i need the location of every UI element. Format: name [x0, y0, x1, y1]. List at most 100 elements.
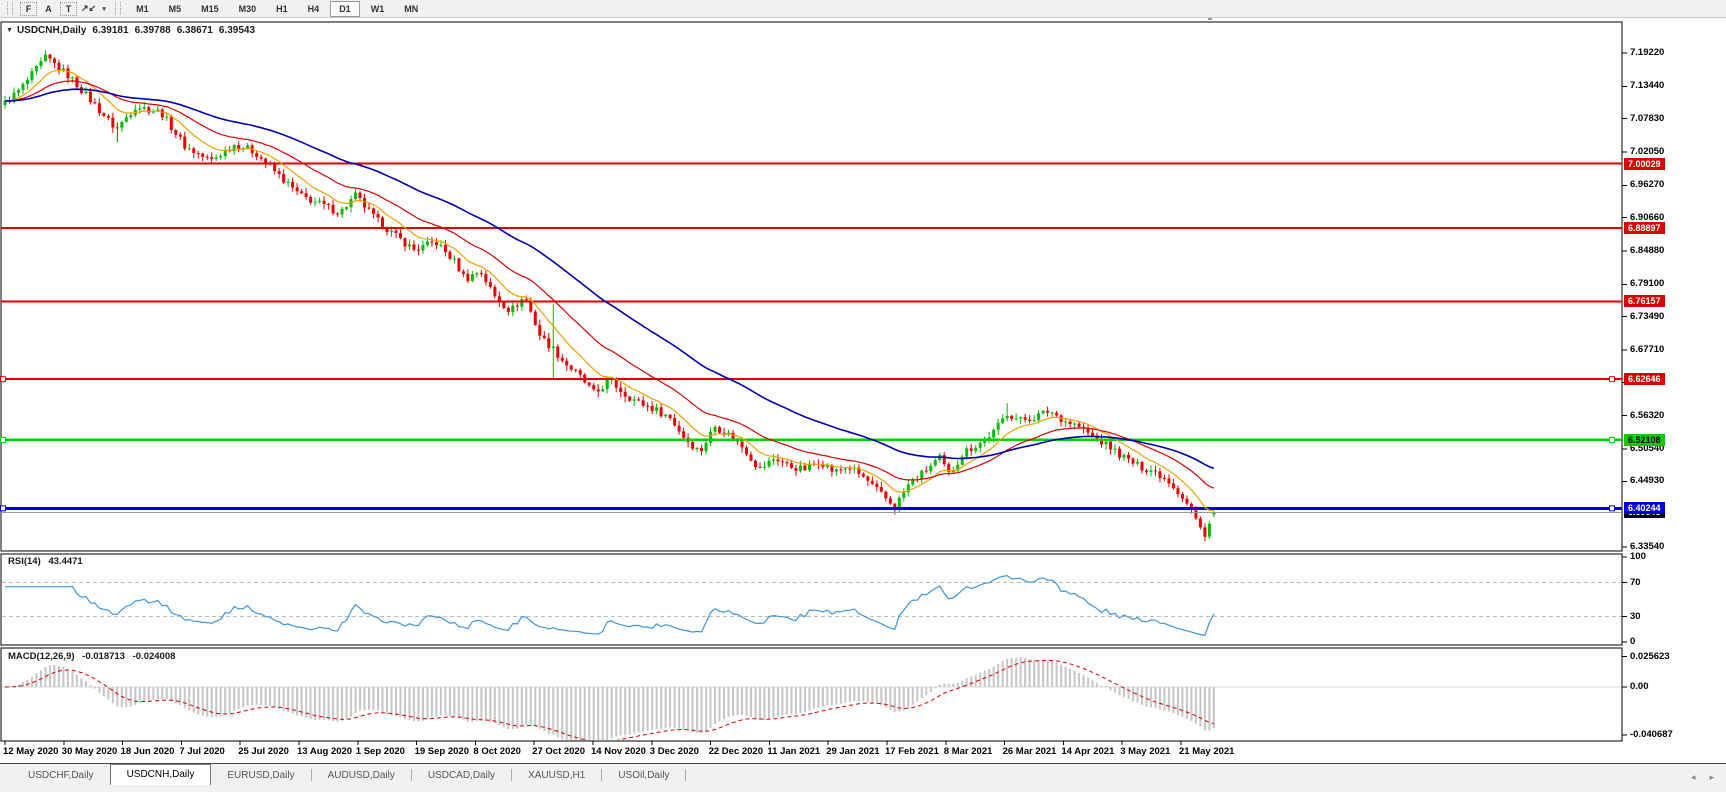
macd-tick-label: 0.025623 [1630, 650, 1670, 662]
macd-name: MACD(12,26,9) [8, 651, 75, 662]
level-price-label: 6.40244 [1624, 502, 1665, 515]
tab-usdchf-daily[interactable]: USDCHF,Daily [28, 770, 94, 781]
line-studies-toolbar: F A T ↗↙ ▾ [18, 1, 110, 16]
price-tick-label: 6.84880 [1630, 244, 1665, 256]
date-tick-label: 19 Sep 2020 [414, 746, 469, 757]
date-tick-label: 25 Jul 2020 [238, 746, 289, 757]
chart-tab-bar: USDCHF,Daily USDCNH,Daily EURUSD,Daily AUDU… [0, 763, 1726, 792]
price-tick-label: 6.44930 [1630, 475, 1665, 487]
ohlc-open: 6.39181 [92, 25, 129, 36]
rsi-tick-label: 0 [1630, 636, 1636, 647]
date-tick-label: 3 May 2021 [1120, 746, 1171, 757]
price-tick-label: 6.50540 [1630, 442, 1665, 454]
timeframe-w1-button[interactable]: W1 [370, 3, 385, 14]
price-tick-label: 7.13440 [1630, 80, 1665, 92]
price-tick-label: 6.90660 [1630, 211, 1665, 223]
price-tick-label: 6.96270 [1630, 179, 1665, 191]
macd-main-value: -0.018713 [82, 651, 125, 662]
price-axis[interactable]: 7.19220 7.13440 7.07830 7.02050 6.96270 6.906… [1622, 0, 1726, 763]
tab-usdcad-daily[interactable]: USDCAD,Daily [427, 770, 496, 781]
tab-eurusd-daily[interactable]: EURUSD,Daily [227, 770, 295, 781]
price-tick-label: 7.19220 [1630, 47, 1665, 58]
tab-usoil-daily[interactable]: USOil,Daily [618, 770, 670, 781]
date-tick-label: 14 Nov 2020 [591, 746, 646, 757]
tab-separator [685, 769, 687, 781]
rsi-indicator-label: RSI(14) 43.4471 [8, 556, 88, 567]
rsi-tick-label: 100 [1630, 551, 1646, 562]
price-tick-label: 6.33540 [1630, 541, 1665, 552]
chart-title: ▼ USDCNH,Daily 6.39181 6.39788 6.38671 6… [6, 25, 261, 36]
level-price-label: 6.62646 [1624, 373, 1665, 386]
price-tick-label: 6.67710 [1630, 343, 1665, 355]
macd-indicator-label: MACD(12,26,9) -0.018713 -0.024008 [8, 651, 180, 662]
date-tick-label: 12 May 2020 [3, 746, 59, 757]
date-tick-label: 8 Mar 2021 [943, 746, 993, 757]
pane-divider[interactable] [0, 549, 1726, 554]
timeframe-m15-button[interactable]: M15 [201, 3, 219, 14]
rsi-value: 43.4471 [48, 556, 83, 567]
symbol-dropdown-icon[interactable]: ▼ [6, 27, 13, 34]
arrows-icon[interactable]: ↗↙ [81, 3, 97, 13]
date-axis[interactable]: 12 May 2020 30 May 2020 18 Jun 2020 7 Jul 2… [0, 741, 1622, 763]
date-tick-label: 8 Oct 2020 [473, 746, 521, 757]
tab-xauusd-h1[interactable]: XAUUSD,H1 [528, 770, 586, 781]
macd-tick-label: 0.00 [1630, 681, 1649, 692]
level-price-label: 7.00029 [1624, 157, 1665, 170]
date-tick-label: 7 Jul 2020 [179, 746, 225, 757]
tab-scroll-controls: ◂ ▸ [1691, 772, 1714, 783]
rsi-tick-label: 30 [1630, 610, 1641, 622]
date-tick-label: 11 Jan 2021 [767, 746, 821, 757]
tabs-scroll-right-icon[interactable]: ▸ [1709, 772, 1714, 782]
tab-separator [410, 769, 412, 781]
toolbar-grip[interactable] [115, 2, 122, 15]
date-tick-label: 26 Mar 2021 [1002, 746, 1057, 757]
rsi-tick-label: 70 [1630, 576, 1641, 588]
tab-separator [601, 769, 603, 781]
macd-tick-label: -0.040687 [1630, 729, 1673, 741]
date-tick-label: 21 May 2021 [1179, 746, 1235, 757]
price-tick-label: 7.07830 [1630, 112, 1665, 124]
level-price-label: 6.52108 [1624, 433, 1665, 446]
date-tick-label: 17 Feb 2021 [885, 746, 939, 757]
toolbar: F A T ↗↙ ▾ M1 M5 M15 M30 H1 H4 D1 W1 MN [0, 0, 1726, 18]
tab-separator [310, 769, 312, 781]
date-tick-label: 3 Dec 2020 [649, 746, 699, 757]
text-label-icon[interactable]: T [60, 1, 77, 16]
chart-symbol-label: USDCNH,Daily [16, 25, 87, 36]
toolbar-grip[interactable] [7, 2, 13, 15]
timeframe-m5-button[interactable]: M5 [168, 3, 182, 14]
ohlc-high: 6.39788 [134, 25, 171, 36]
level-price-label: 6.76157 [1624, 295, 1665, 308]
date-tick-label: 29 Jan 2021 [826, 746, 880, 757]
tab-separator [511, 769, 513, 781]
date-tick-label: 14 Apr 2021 [1061, 746, 1115, 757]
date-tick-label: 22 Dec 2020 [708, 746, 764, 757]
macd-signal-value: -0.024008 [132, 651, 176, 662]
tab-audusd-daily[interactable]: AUDUSD,Daily [327, 770, 395, 781]
fibonacci-retracement-icon[interactable]: F [20, 1, 37, 16]
price-tick-label: 6.73490 [1630, 310, 1665, 322]
price-tick-label: 6.79100 [1630, 278, 1665, 290]
date-tick-label: 27 Oct 2020 [532, 746, 586, 757]
level-price-label: 6.88897 [1624, 221, 1665, 234]
pane-divider[interactable] [0, 643, 1726, 648]
timeframe-h4-button[interactable]: H4 [307, 3, 320, 14]
timeframe-m1-button[interactable]: M1 [136, 3, 149, 14]
timeframe-h1-button[interactable]: H1 [276, 3, 288, 14]
timeframes-toolbar: M1 M5 M15 M30 H1 H4 D1 W1 MN [126, 0, 428, 17]
tabs-scroll-left-icon[interactable]: ◂ [1690, 772, 1696, 782]
text-icon[interactable]: A [45, 3, 52, 14]
timeframe-m30-button[interactable]: M30 [238, 3, 257, 14]
ohlc-low: 6.38671 [176, 25, 213, 36]
timeframe-mn-button[interactable]: MN [404, 3, 419, 14]
timeframe-d1-button[interactable]: D1 [330, 0, 360, 17]
tab-usdcnh-daily[interactable]: USDCNH,Daily [109, 764, 212, 785]
arrows-dropdown-icon[interactable]: ▾ [102, 5, 106, 13]
price-tick-label: 7.02050 [1630, 145, 1665, 157]
date-tick-label: 30 May 2020 [61, 746, 118, 757]
date-tick-label: 18 Jun 2020 [120, 746, 175, 757]
date-tick-label: 13 Aug 2020 [297, 746, 353, 757]
ohlc-close: 6.39543 [218, 25, 256, 36]
